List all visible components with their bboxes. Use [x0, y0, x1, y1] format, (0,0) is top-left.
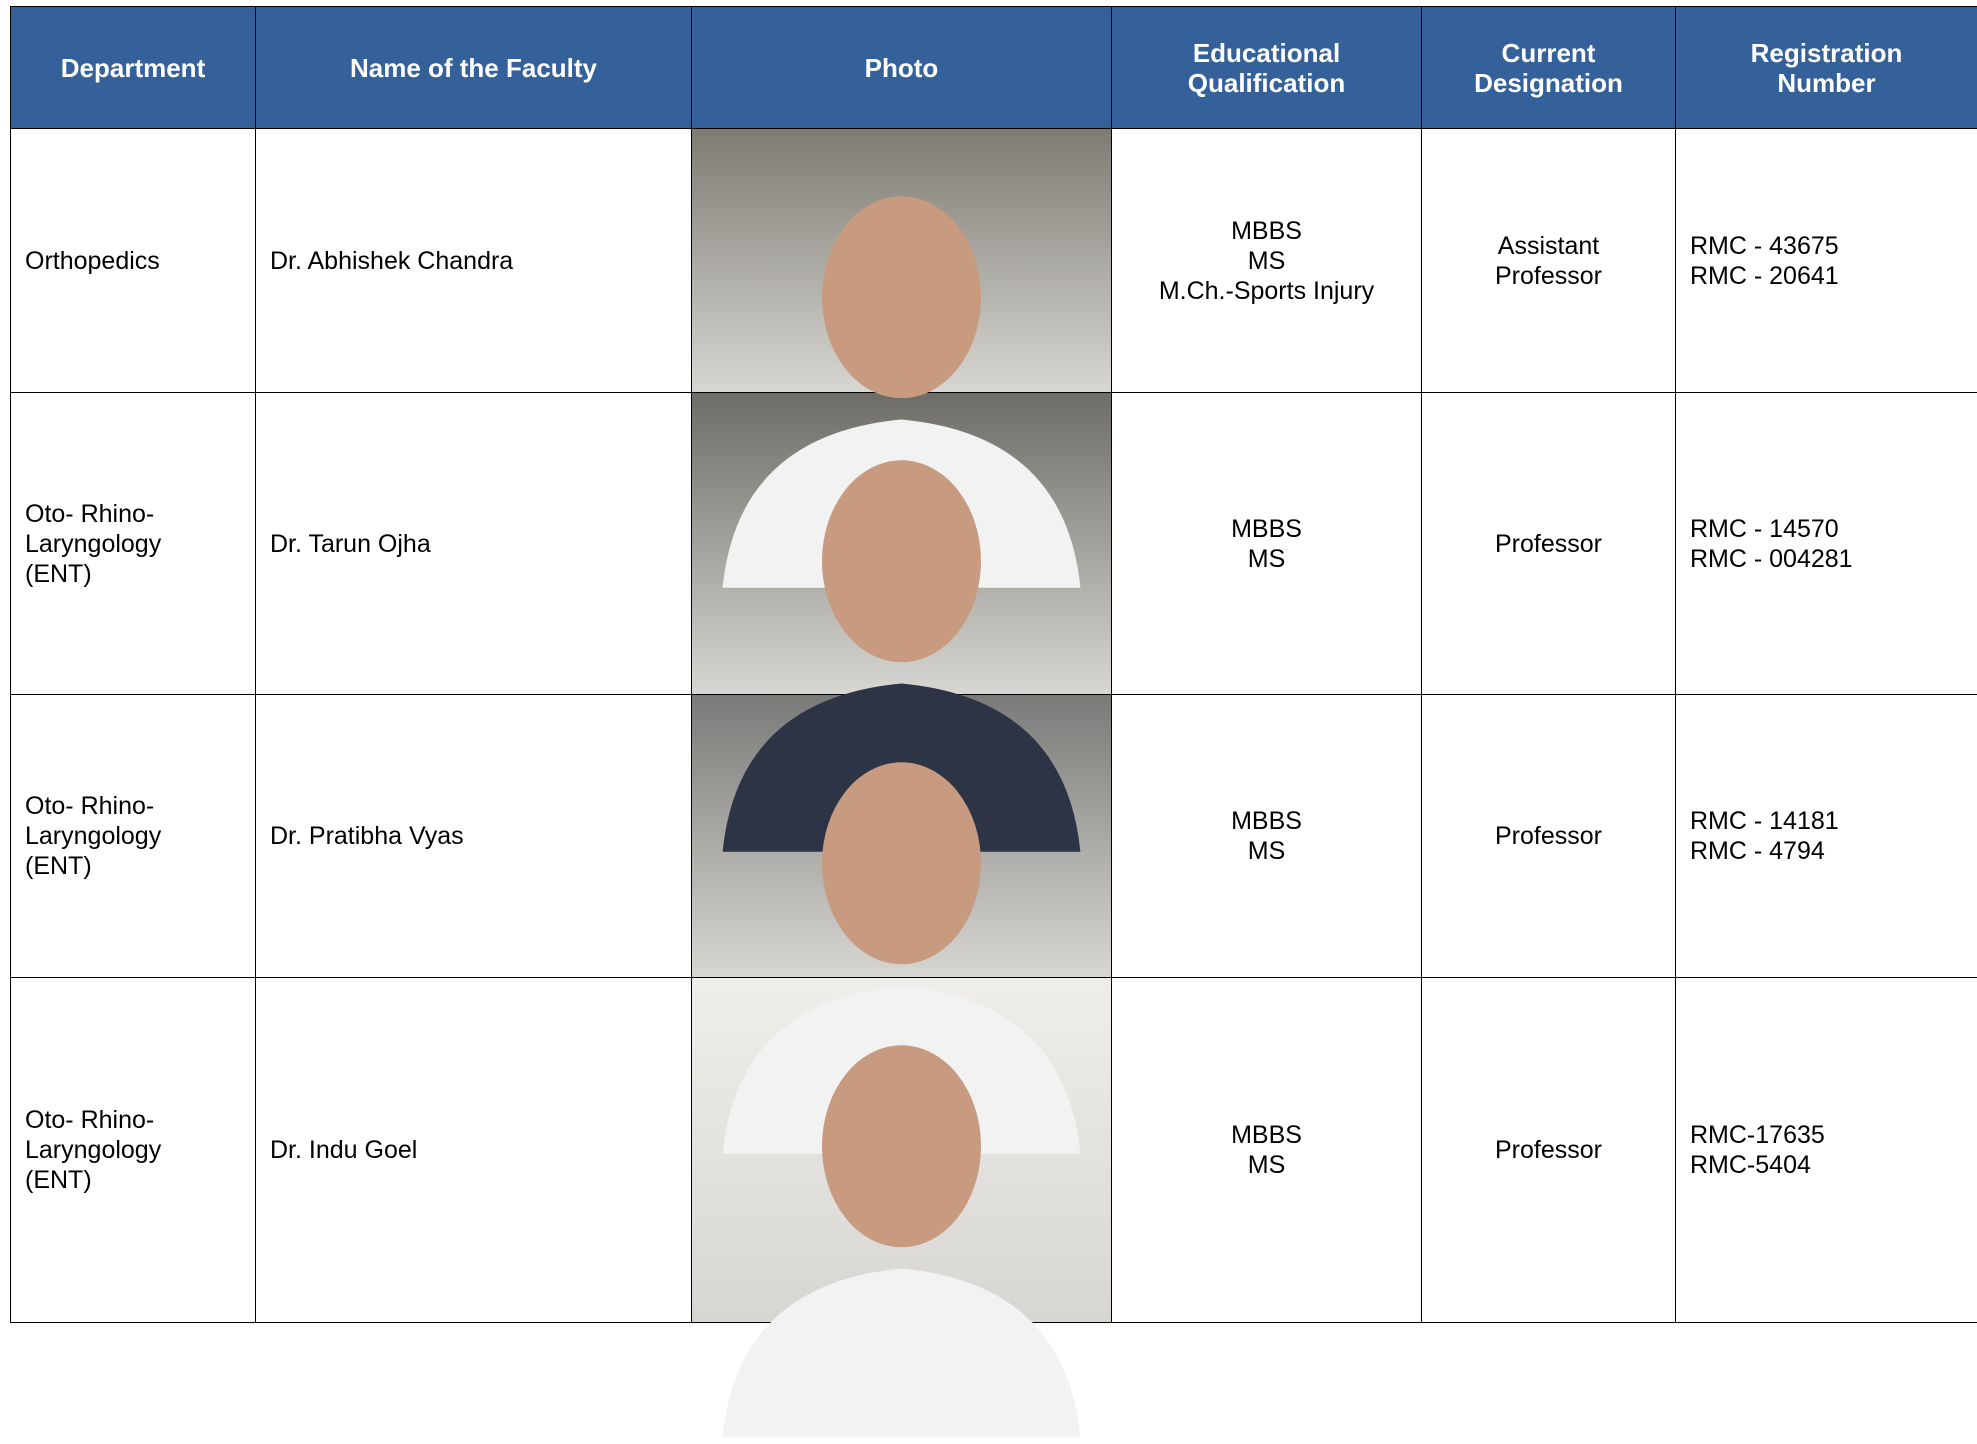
name-cell: Dr. Pratibha Vyas: [256, 695, 692, 978]
cell-line: Designation: [1428, 68, 1669, 98]
faculty-photo: [692, 129, 1111, 392]
faculty-name: Dr. Tarun Ojha: [270, 530, 431, 558]
faculty-row: Oto- Rhino-Laryngology(ENT) Dr. Pratibha …: [11, 695, 1977, 978]
cell-line: RMC - 14181: [1690, 806, 1963, 836]
photo-cell: [692, 129, 1112, 393]
cell-line: Qualification: [1118, 68, 1415, 98]
cell-line: RMC - 004281: [1690, 544, 1963, 574]
faculty-photo: [692, 393, 1111, 694]
faculty-photo: [692, 978, 1111, 1322]
cell-line: RMC-5404: [1690, 1150, 1963, 1180]
cell-line: MBBS: [1126, 1120, 1407, 1150]
cell-line: MBBS: [1126, 806, 1407, 836]
cell-line: Laryngology: [25, 821, 241, 851]
department-cell: Oto- Rhino-Laryngology(ENT): [11, 978, 256, 1323]
cell-line: Number: [1682, 68, 1971, 98]
faculty-row: Oto- Rhino-Laryngology(ENT) Dr. Indu Goel…: [11, 978, 1977, 1323]
photo-cell: [692, 393, 1112, 695]
cell-line: Department: [17, 53, 249, 83]
photo-silhouette: [692, 978, 1111, 1437]
department-cell: Oto- Rhino-Laryngology(ENT): [11, 393, 256, 695]
cell-line: MS: [1126, 1150, 1407, 1180]
cell-line: MS: [1126, 246, 1407, 276]
cell-line: RMC - 4794: [1690, 836, 1963, 866]
photo-cell: [692, 978, 1112, 1323]
cell-line: MS: [1126, 544, 1407, 574]
cell-line: Name of the Faculty: [262, 53, 685, 83]
cell-line: RMC - 14570: [1690, 514, 1963, 544]
cell-line: Laryngology: [25, 1135, 241, 1165]
cell-line: Assistant: [1436, 231, 1661, 261]
cell-line: MS: [1126, 836, 1407, 866]
cell-line: M.Ch.-Sports Injury: [1126, 276, 1407, 306]
cell-line: Registration: [1682, 38, 1971, 68]
cell-line: Oto- Rhino-: [25, 499, 241, 529]
faculty-name: Dr. Pratibha Vyas: [270, 822, 464, 850]
designation-cell: Professor: [1422, 695, 1676, 978]
faculty-photo: [692, 695, 1111, 977]
cell-line: (ENT): [25, 559, 241, 589]
faculty-name: Dr. Abhishek Chandra: [270, 247, 513, 275]
cell-line: Current: [1428, 38, 1669, 68]
name-cell: Dr. Abhishek Chandra: [256, 129, 692, 393]
cell-line: MBBS: [1126, 514, 1407, 544]
name-cell: Dr. Tarun Ojha: [256, 393, 692, 695]
cell-line: (ENT): [25, 851, 241, 881]
cell-line: Professor: [1436, 1135, 1661, 1165]
column-header: Department: [11, 7, 256, 129]
cell-line: RMC-17635: [1690, 1120, 1963, 1150]
cell-line: Laryngology: [25, 529, 241, 559]
cell-line: RMC - 20641: [1690, 261, 1963, 291]
cell-line: Professor: [1436, 529, 1661, 559]
designation-cell: Professor: [1422, 393, 1676, 695]
cell-line: Oto- Rhino-: [25, 1105, 241, 1135]
cell-line: MBBS: [1126, 216, 1407, 246]
column-header: Photo: [692, 7, 1112, 129]
department-cell: Oto- Rhino-Laryngology(ENT): [11, 695, 256, 978]
cell-line: Professor: [1436, 261, 1661, 291]
column-header: Name of the Faculty: [256, 7, 692, 129]
department-cell: Orthopedics: [11, 129, 256, 393]
faculty-row: Oto- Rhino-Laryngology(ENT) Dr. Tarun Ojh…: [11, 393, 1977, 695]
designation-cell: Professor: [1422, 978, 1676, 1323]
cell-line: RMC - 43675: [1690, 231, 1963, 261]
cell-line: Professor: [1436, 821, 1661, 851]
faculty-name: Dr. Indu Goel: [270, 1136, 417, 1164]
cell-line: (ENT): [25, 1165, 241, 1195]
photo-cell: [692, 695, 1112, 978]
cell-line: Photo: [698, 53, 1105, 83]
cell-line: Oto- Rhino-: [25, 791, 241, 821]
cell-line: Orthopedics: [25, 246, 241, 276]
name-cell: Dr. Indu Goel: [256, 978, 692, 1323]
cell-line: Educational: [1118, 38, 1415, 68]
